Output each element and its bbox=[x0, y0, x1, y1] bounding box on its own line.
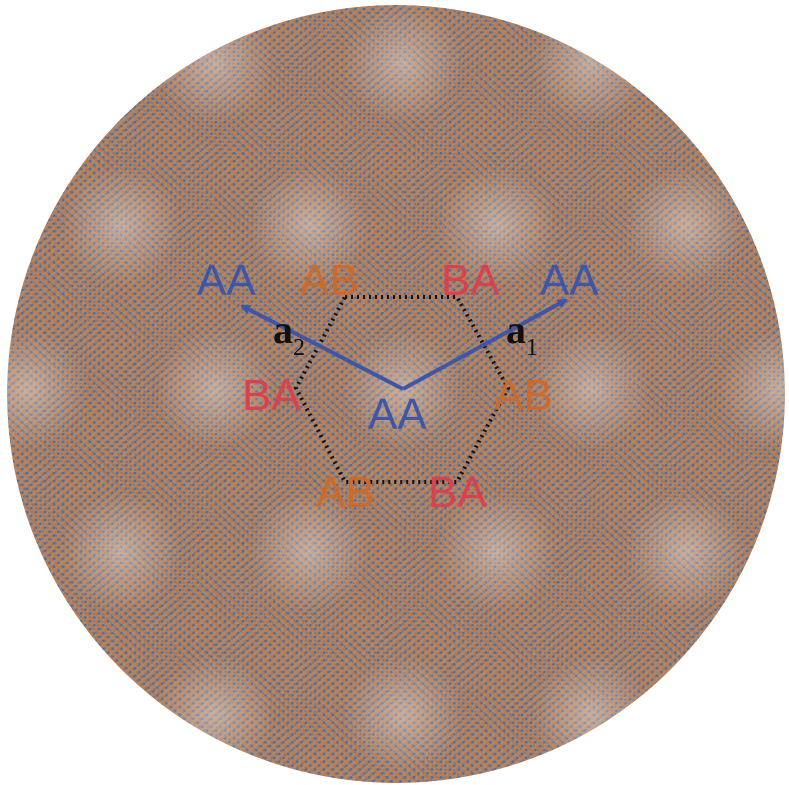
hexagon-outline bbox=[293, 295, 511, 484]
moire-spot bbox=[531, 654, 651, 775]
moire-spot bbox=[155, 329, 275, 449]
label-ab-right: AB bbox=[494, 371, 553, 420]
label-aa-center: AA bbox=[368, 390, 427, 439]
label-ab-top: AB bbox=[300, 256, 359, 305]
moire-spot bbox=[249, 166, 369, 287]
label-ba-top: BA bbox=[441, 256, 500, 305]
moire-spot bbox=[719, 329, 785, 449]
moire-bright-spots bbox=[7, 5, 785, 775]
moire-spot bbox=[343, 654, 463, 775]
moire-spot bbox=[155, 654, 275, 775]
moire-spot bbox=[625, 491, 745, 612]
moire-spot bbox=[531, 5, 651, 124]
label-ba-bottom: BA bbox=[428, 468, 487, 517]
label-aa-left: AA bbox=[197, 256, 256, 305]
moire-spot bbox=[437, 491, 557, 612]
moire-spot bbox=[437, 166, 557, 287]
moire-spot bbox=[61, 166, 181, 287]
moire-spot bbox=[249, 491, 369, 612]
moire-spot bbox=[61, 491, 181, 612]
label-ab-bottom: AB bbox=[316, 468, 375, 517]
vector-a2-label: a2 bbox=[273, 307, 305, 361]
vector-a1-label: a1 bbox=[506, 307, 538, 361]
moire-spot bbox=[531, 329, 651, 449]
lattice-disk bbox=[7, 5, 785, 783]
label-aa-right: AA bbox=[540, 256, 599, 305]
moire-spot bbox=[343, 5, 463, 124]
moire-spot bbox=[155, 5, 275, 124]
vector-a2-arrow bbox=[240, 304, 404, 391]
label-ba-left: BA bbox=[242, 371, 301, 420]
moire-spot bbox=[625, 166, 745, 287]
vector-a1-arrow bbox=[402, 298, 568, 391]
moire-spot bbox=[7, 329, 87, 449]
